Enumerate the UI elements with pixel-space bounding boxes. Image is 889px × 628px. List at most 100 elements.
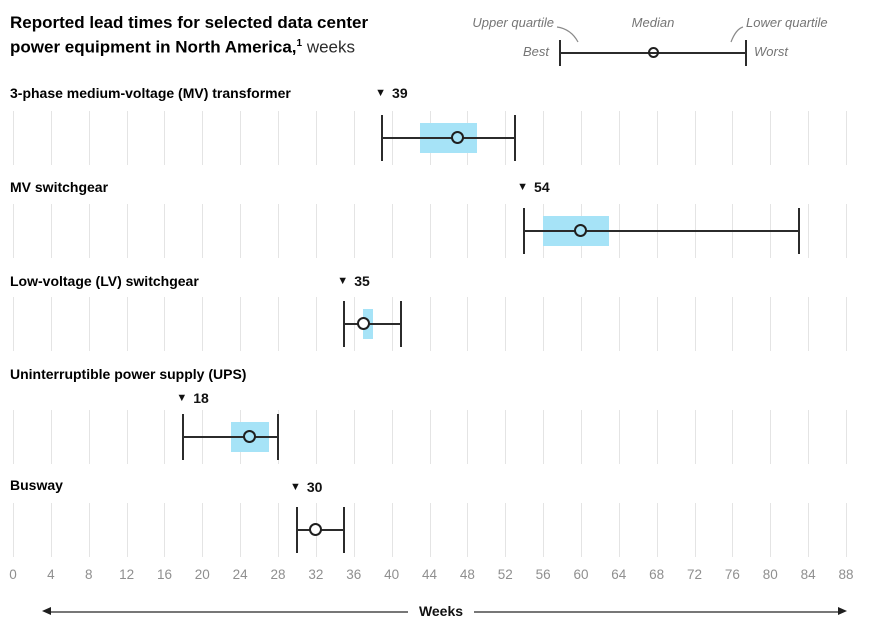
axis-tick-label: 68 (649, 567, 665, 582)
gridline (429, 297, 431, 351)
gridline (315, 297, 317, 351)
gridline (202, 204, 204, 258)
gridline (846, 204, 847, 258)
gridline (278, 297, 280, 351)
gridline (694, 410, 696, 464)
title-unit: weeks (306, 37, 356, 57)
row-band (0, 297, 889, 351)
range-line (524, 230, 799, 232)
gridline (732, 297, 734, 351)
row-band (0, 410, 889, 464)
gridline (88, 111, 90, 165)
gridline (732, 410, 734, 464)
category-label: Low-voltage (LV) switchgear (10, 273, 199, 289)
gridline (50, 111, 52, 165)
gridline (126, 503, 128, 557)
row-band (0, 204, 889, 258)
worst-whisker-cap (277, 414, 280, 460)
axis-tick-label: 0 (9, 567, 17, 582)
best-value-marker: ▼ 35 (337, 273, 369, 289)
best-whisker-cap (523, 208, 526, 254)
axis-tick-label: 80 (762, 567, 778, 582)
gridline (618, 503, 620, 557)
worst-whisker-cap (513, 115, 516, 161)
gridline (580, 410, 582, 464)
gridline (126, 111, 128, 165)
row-band (0, 503, 889, 557)
gridline (808, 503, 810, 557)
axis-arrow-line-left (50, 611, 408, 613)
gridline (50, 204, 52, 258)
gridline (126, 297, 128, 351)
axis-tick-label: 60 (573, 567, 589, 582)
gridline (50, 503, 52, 557)
gridline (467, 410, 469, 464)
gridline (656, 111, 658, 165)
title-line1: Reported lead times for selected data ce… (10, 13, 369, 32)
legend-sample-worst-cap (745, 40, 747, 66)
gridline (315, 410, 317, 464)
gridline (429, 503, 431, 557)
axis-tick-label: 12 (119, 567, 135, 582)
gridline (13, 111, 14, 165)
axis-tick-label: 24 (232, 567, 248, 582)
axis-tick-label: 84 (800, 567, 816, 582)
axis-tick-label: 28 (270, 567, 286, 582)
gridline (13, 204, 14, 258)
best-value-marker: ▼ 54 (517, 179, 549, 195)
gridline (126, 410, 128, 464)
gridline (353, 111, 355, 165)
gridline (543, 503, 545, 557)
gridline (543, 297, 545, 351)
gridline (391, 503, 393, 557)
gridline (50, 410, 52, 464)
best-value-marker: ▼ 30 (290, 479, 322, 495)
gridline (202, 111, 204, 165)
gridline (164, 297, 166, 351)
gridline (543, 410, 545, 464)
gridline (580, 503, 582, 557)
range-line (183, 436, 279, 438)
gridline (13, 410, 14, 464)
gridline (505, 503, 507, 557)
gridline (240, 297, 242, 351)
legend-lower-quartile-label: Lower quartile (746, 15, 828, 30)
median-circle-icon (356, 317, 370, 330)
legend-median-label: Median (631, 15, 675, 30)
gridline (694, 111, 696, 165)
down-triangle-icon: ▼ (337, 275, 349, 287)
axis-tick-label: 8 (84, 567, 93, 582)
axis-tick-label: 52 (497, 567, 513, 582)
worst-whisker-cap (400, 301, 403, 347)
axis-tick-label: 88 (838, 567, 854, 582)
legend-worst-label: Worst (754, 44, 788, 59)
gridline (278, 503, 280, 557)
median-circle-icon (243, 430, 257, 443)
gridline (694, 297, 696, 351)
down-triangle-icon: ▼ (176, 392, 188, 404)
best-whisker-cap (182, 414, 185, 460)
gridline (808, 111, 810, 165)
axis-arrow-line-right (474, 611, 839, 613)
median-circle-icon (451, 131, 465, 144)
axis-tick-label: 72 (687, 567, 703, 582)
gridline (391, 410, 393, 464)
axis-tick-label: 64 (611, 567, 627, 582)
gridline (618, 410, 620, 464)
gridline (580, 111, 582, 165)
gridline (770, 111, 772, 165)
row-band (0, 111, 889, 165)
gridline (164, 410, 166, 464)
gridline (88, 503, 90, 557)
down-triangle-icon: ▼ (375, 87, 387, 99)
axis-tick-label: 20 (194, 567, 210, 582)
axis-tick-label: 40 (384, 567, 400, 582)
down-triangle-icon: ▼ (289, 481, 301, 493)
gridline (88, 410, 90, 464)
best-value-marker: ▼ 18 (176, 390, 208, 406)
gridline (13, 297, 14, 351)
gridline (505, 297, 507, 351)
best-whisker-cap (381, 115, 384, 161)
category-label: Uninterruptible power supply (UPS) (10, 366, 247, 382)
median-circle-icon (574, 224, 588, 237)
